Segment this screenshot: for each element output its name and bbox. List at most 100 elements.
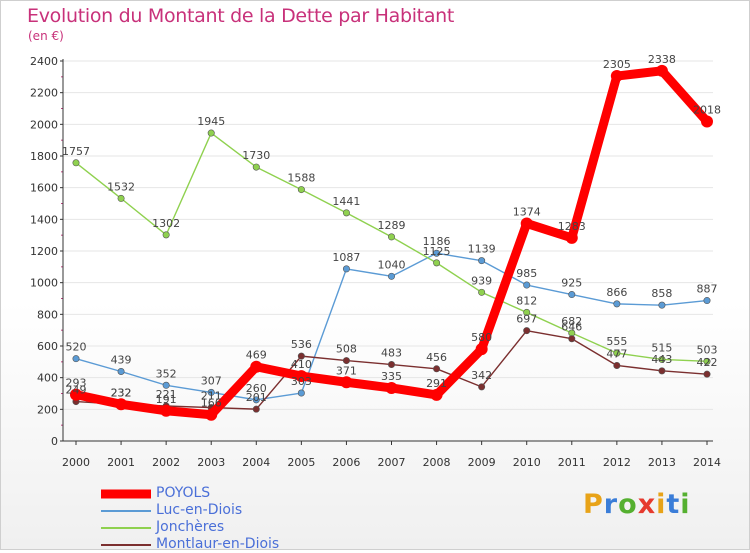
data-point (520, 217, 533, 230)
data-point (297, 352, 305, 360)
legend-label: Luc-en-Diois (156, 502, 243, 518)
x-tick-label: 2011 (558, 456, 586, 469)
y-tick-label: 600 (37, 340, 58, 353)
data-point (160, 404, 173, 417)
data-point (565, 231, 578, 244)
legend-item-luc-en-diois[interactable]: Luc-en-Diois (101, 502, 361, 519)
x-tick-label: 2000 (62, 456, 90, 469)
y-tick-label: 0 (51, 435, 58, 448)
data-label: 410 (291, 358, 312, 371)
logo-letter: i (656, 489, 667, 520)
data-label: 439 (111, 353, 132, 366)
x-tick-label: 2001 (107, 456, 135, 469)
data-point (205, 408, 218, 421)
data-label: 2018 (693, 103, 721, 116)
x-tick-label: 2007 (378, 456, 406, 469)
data-label: 303 (291, 375, 312, 388)
data-label: 866 (606, 286, 627, 299)
data-point (701, 115, 713, 128)
data-point (613, 349, 621, 357)
data-label: 291 (426, 377, 447, 390)
legend-swatch (101, 489, 151, 498)
legend-item-jonch-res[interactable]: Jonchères (101, 519, 361, 536)
proxiti-logo: Proxiti (583, 489, 691, 520)
data-label: 1289 (378, 219, 406, 232)
data-point (72, 355, 80, 363)
data-label: 1125 (423, 245, 451, 258)
x-tick-label: 2009 (468, 456, 496, 469)
legend-label: POYOLS (156, 485, 211, 501)
x-tick-label: 2010 (513, 456, 541, 469)
data-label: 697 (516, 313, 537, 326)
data-label: 682 (561, 315, 582, 328)
data-label: 508 (336, 343, 357, 356)
data-label: 307 (201, 374, 222, 387)
y-tick-label: 1000 (30, 277, 58, 290)
data-point (250, 360, 263, 373)
legend-label: Jonchères (156, 519, 225, 535)
data-point (568, 335, 576, 343)
data-point (340, 376, 353, 389)
data-label: 580 (471, 331, 492, 344)
legend-swatch (101, 526, 151, 529)
data-label: 249 (66, 384, 87, 397)
legend-item-montlaur-en-diois[interactable]: Montlaur-en-Diois (101, 536, 361, 553)
data-point (297, 389, 305, 397)
logo-letter: o (618, 489, 638, 520)
data-point (475, 343, 488, 356)
y-tick-label: 1400 (30, 213, 58, 226)
logo-letter: i (680, 489, 691, 520)
data-label: 1087 (332, 251, 360, 264)
data-point (430, 388, 443, 401)
data-point (297, 186, 305, 194)
data-point (117, 367, 125, 375)
data-label: 469 (246, 349, 267, 362)
data-label: 1730 (242, 149, 270, 162)
data-point (703, 370, 711, 378)
data-point (433, 249, 441, 257)
y-tick-label: 800 (37, 308, 58, 321)
data-point (295, 370, 308, 383)
data-label: 925 (561, 277, 582, 290)
logo-letter: r (603, 489, 619, 520)
data-point (72, 159, 80, 167)
data-label: 985 (516, 267, 537, 280)
data-label: 422 (697, 356, 718, 369)
data-point (385, 381, 398, 394)
data-label: 371 (336, 364, 357, 377)
data-point (613, 361, 621, 369)
data-label: 1588 (287, 172, 315, 185)
data-label: 503 (697, 343, 718, 356)
data-point (658, 301, 666, 309)
legend-swatch (101, 509, 151, 512)
data-label: 1945 (197, 115, 225, 128)
data-label: 483 (381, 347, 402, 360)
logo-letter: P (583, 489, 604, 520)
data-point (655, 64, 668, 77)
data-label: 443 (651, 353, 672, 366)
data-point (252, 163, 260, 171)
data-label: 939 (471, 274, 492, 287)
x-tick-label: 2004 (242, 456, 270, 469)
data-point (117, 194, 125, 202)
data-label: 293 (66, 377, 87, 390)
data-label: 1374 (513, 205, 541, 218)
data-label: 1532 (107, 180, 135, 193)
data-label: 1757 (62, 145, 90, 158)
data-point (433, 365, 441, 373)
data-point (613, 300, 621, 308)
data-label: 166 (201, 397, 222, 410)
data-point (523, 327, 531, 335)
legend-swatch (101, 543, 151, 546)
data-label: 2305 (603, 58, 631, 71)
data-point (703, 357, 711, 365)
data-point (387, 233, 395, 241)
x-tick-label: 2008 (423, 456, 451, 469)
data-label: 232 (111, 386, 132, 399)
legend-item-poyols[interactable]: POYOLS (101, 485, 361, 502)
data-label: 515 (651, 341, 672, 354)
data-point (478, 288, 486, 296)
data-label: 812 (516, 294, 537, 307)
data-label: 335 (381, 370, 402, 383)
